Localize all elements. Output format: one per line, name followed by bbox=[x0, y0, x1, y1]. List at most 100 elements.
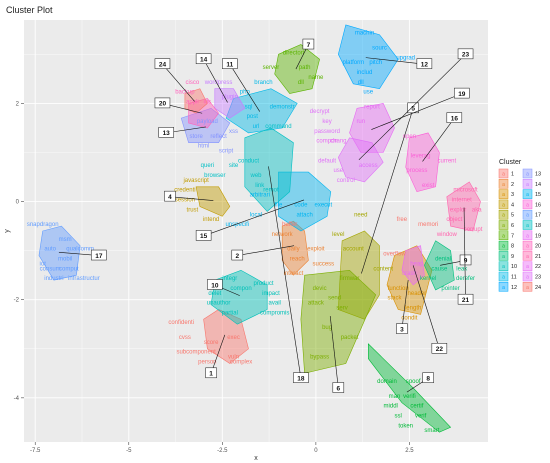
word-label: infrastructur bbox=[68, 276, 100, 282]
word-label: score bbox=[204, 340, 219, 346]
cluster-hull-17 bbox=[38, 225, 81, 281]
legend-label: 10 bbox=[511, 264, 517, 270]
x-tick-label: -7.5 bbox=[30, 448, 41, 454]
word-label: session bbox=[175, 198, 195, 204]
callout-box bbox=[231, 249, 244, 261]
callout-leader bbox=[203, 199, 305, 237]
callout-box bbox=[158, 127, 174, 138]
word-label: site bbox=[229, 163, 239, 169]
callout-label: 14 bbox=[200, 57, 208, 64]
word-label: confidenti bbox=[168, 320, 194, 326]
word-label: html bbox=[198, 144, 209, 150]
cluster-hull-16 bbox=[405, 132, 440, 193]
legend-label: 5 bbox=[511, 213, 514, 219]
callout-box bbox=[457, 48, 474, 60]
legend-label: 3 bbox=[511, 192, 514, 198]
word-label: integr bbox=[222, 276, 237, 282]
word-label: appli bbox=[186, 99, 199, 105]
word-label: pointer bbox=[441, 286, 459, 292]
callout-label: 1 bbox=[209, 371, 213, 378]
cluster-hull-21 bbox=[446, 181, 481, 232]
word-label: link bbox=[255, 183, 265, 189]
callout-box bbox=[446, 112, 463, 123]
x-tick-label: -5 bbox=[126, 448, 132, 454]
word-label: use bbox=[363, 90, 373, 96]
cluster-hull-9 bbox=[424, 240, 455, 291]
word-label: compon bbox=[316, 139, 337, 145]
legend-key bbox=[498, 199, 509, 210]
legend-key-glyph: a bbox=[526, 202, 529, 208]
word-label: daily bbox=[287, 247, 299, 253]
legend-key-glyph: a bbox=[502, 244, 505, 250]
legend-key bbox=[498, 230, 509, 241]
cluster-hull-7 bbox=[274, 44, 320, 94]
word-label: script bbox=[219, 148, 234, 154]
legend-key bbox=[498, 271, 509, 282]
word-label: key bbox=[322, 119, 331, 125]
callout-leader bbox=[412, 265, 440, 349]
callout-leader bbox=[422, 117, 455, 162]
word-label: window bbox=[436, 232, 458, 238]
legend-key-glyph: a bbox=[502, 233, 505, 239]
word-label: man bbox=[389, 394, 401, 400]
word-label: auto bbox=[44, 247, 56, 253]
word-label: cause bbox=[431, 266, 448, 272]
word-label: smart bbox=[424, 428, 439, 434]
word-label: interact bbox=[284, 271, 304, 277]
callout-leader bbox=[169, 196, 214, 201]
legend: Cluster a 1a 2a 3a 4a 5a 6a 7a 8a 9a 10a 11a 12a 13a 1… bbox=[498, 159, 541, 292]
word-label: mobil bbox=[58, 256, 72, 262]
legend-key-glyph: a bbox=[526, 275, 529, 281]
word-label: exec bbox=[227, 335, 240, 341]
word-label: msm bbox=[59, 237, 72, 243]
word-label: iot bbox=[40, 261, 47, 267]
word-label: token bbox=[398, 423, 413, 429]
word-label: chang bbox=[330, 139, 346, 145]
legend-key bbox=[498, 251, 509, 261]
callout-box bbox=[457, 293, 474, 305]
x-axis-label: x bbox=[254, 455, 258, 462]
legend-key bbox=[522, 199, 533, 210]
word-label: credenti bbox=[174, 188, 195, 194]
callout-box bbox=[195, 53, 212, 65]
legend-label: 2 bbox=[511, 182, 514, 188]
legend-key-glyph: a bbox=[502, 192, 505, 198]
word-label: cvss bbox=[179, 335, 191, 341]
word-label: open bbox=[403, 134, 416, 140]
chart-title: Cluster Plot bbox=[6, 5, 53, 15]
word-label: avail bbox=[269, 301, 281, 307]
callout-box bbox=[416, 58, 433, 69]
legend-key bbox=[522, 209, 533, 220]
legend-label: 17 bbox=[535, 213, 541, 219]
callout-label: 15 bbox=[200, 233, 208, 240]
callout-label: 11 bbox=[226, 61, 233, 68]
word-label: upgrad bbox=[396, 55, 415, 61]
x-tick-label: 0 bbox=[314, 448, 318, 454]
legend-key bbox=[498, 240, 509, 251]
word-label: network bbox=[272, 232, 294, 238]
word-label: certif bbox=[410, 404, 423, 410]
legend-key-glyph: a bbox=[526, 213, 529, 219]
legend-label: 13 bbox=[535, 172, 541, 178]
word-label: browser bbox=[204, 173, 225, 179]
callout-box bbox=[207, 279, 223, 290]
word-label: path bbox=[299, 65, 311, 71]
callout-box bbox=[431, 343, 448, 354]
word-label: memori bbox=[418, 222, 438, 228]
legend-key-glyph: a bbox=[502, 202, 505, 208]
legend-label: 22 bbox=[535, 264, 541, 270]
word-label: heap bbox=[410, 261, 424, 267]
word-label: trust bbox=[187, 207, 199, 213]
word-label: demonstr bbox=[270, 104, 295, 110]
word-label: javascript bbox=[182, 178, 209, 184]
legend-label: 18 bbox=[535, 223, 541, 229]
legend-key-glyph: a bbox=[526, 182, 529, 188]
word-label: platform bbox=[342, 60, 364, 66]
cluster-hull-6 bbox=[300, 269, 377, 374]
word-label: unspecifi bbox=[225, 222, 249, 228]
word-label: product bbox=[253, 281, 273, 287]
word-label: verif bbox=[415, 413, 427, 419]
word-label: arbitrari bbox=[250, 193, 270, 199]
word-label: account bbox=[343, 247, 364, 253]
